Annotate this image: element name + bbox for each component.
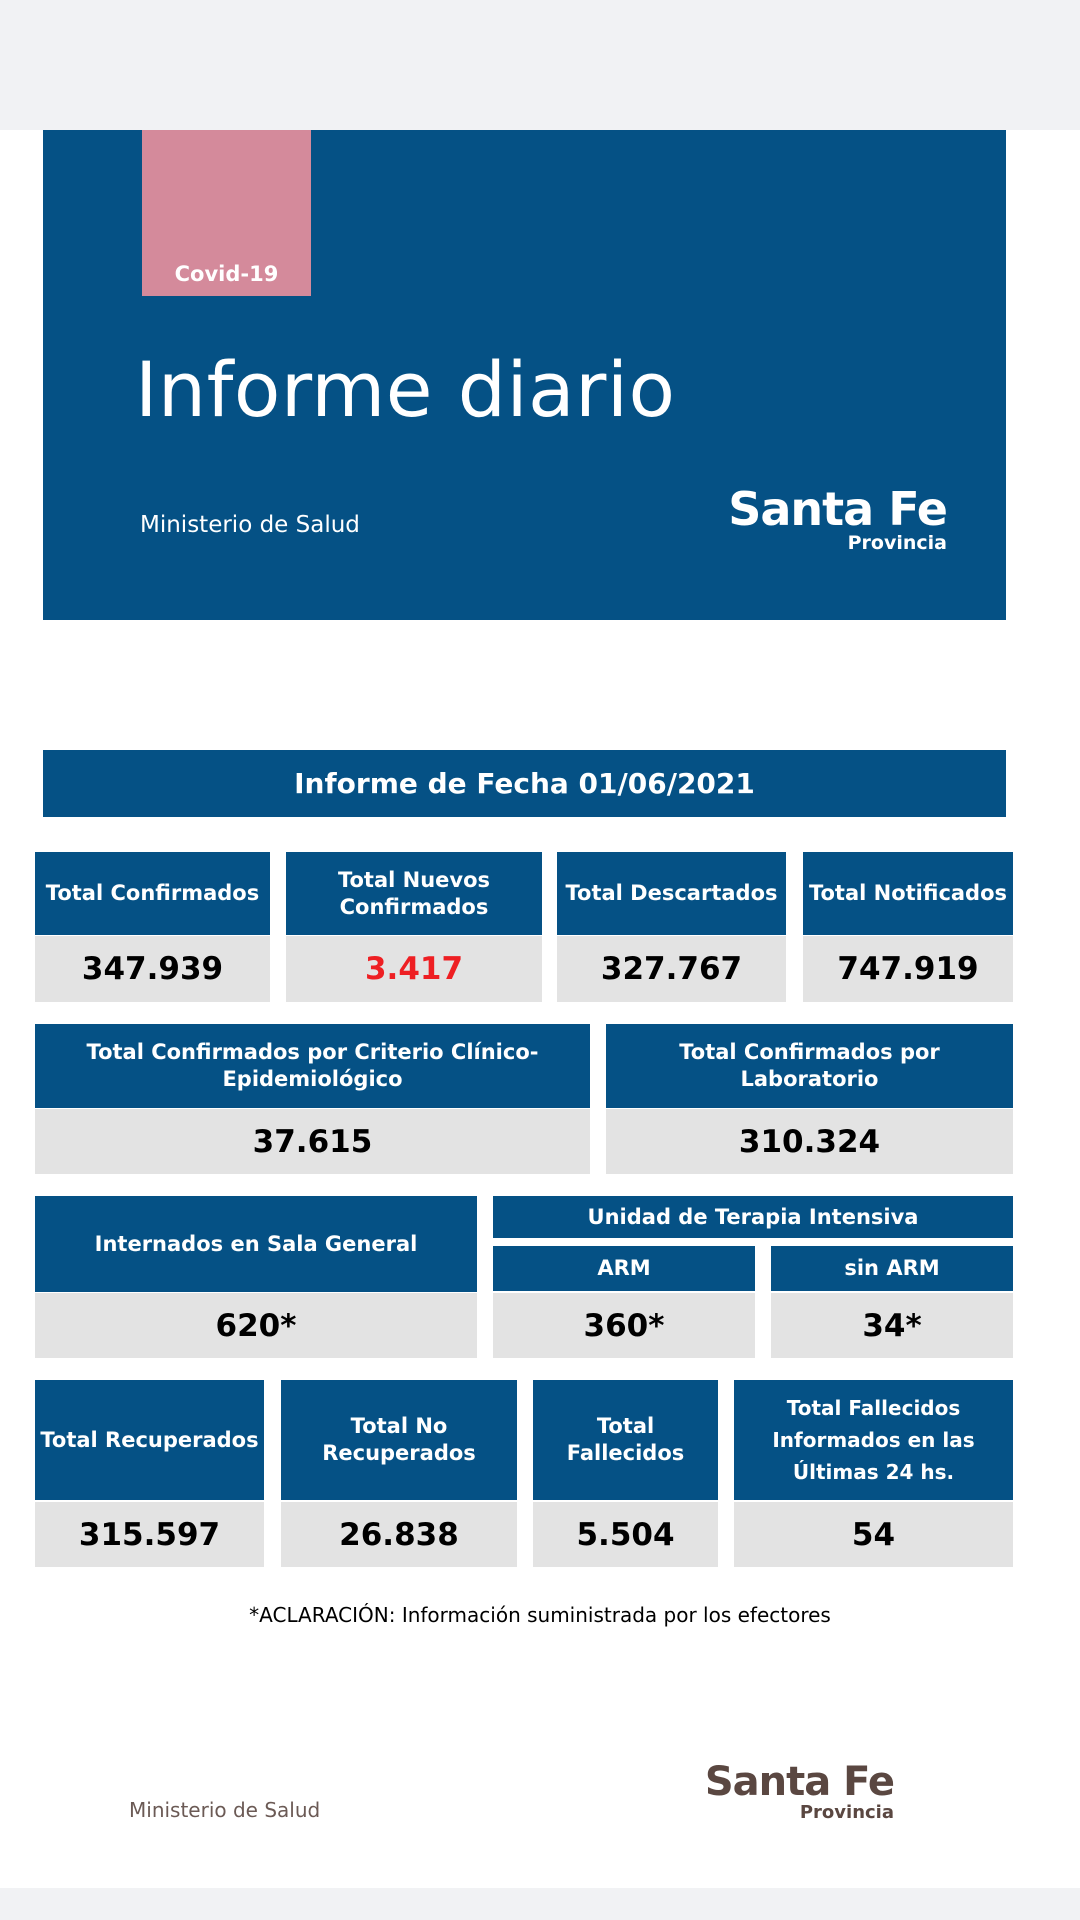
- logo-sub: Provincia: [799, 1802, 894, 1823]
- stat-value: 5.504: [533, 1502, 718, 1567]
- cover-ministry: Ministerio de Salud: [140, 512, 360, 538]
- stat-value: 37.615: [35, 1109, 590, 1174]
- logo-sub: Provincia: [847, 532, 947, 554]
- stat-uti-sin-arm: sin ARM 34*: [771, 1246, 1013, 1358]
- stat-fallecidos-ultimas-24hs: Total Fallecidos Informados en las Últim…: [734, 1380, 1013, 1567]
- stat-total-nuevos-confirmados: Total Nuevos Confirmados 3.417: [286, 852, 542, 1002]
- stat-value: 360*: [493, 1293, 755, 1358]
- stat-confirmados-laboratorio: Total Confirmados por Laboratorio 310.32…: [606, 1024, 1013, 1174]
- cover-title: Informe diario: [135, 345, 676, 434]
- stat-label: sin ARM: [771, 1246, 1013, 1291]
- stat-label: Total Confirmados por Laboratorio: [606, 1024, 1013, 1108]
- stat-label: ARM: [493, 1246, 755, 1291]
- stat-total-notificados: Total Notificados 747.919: [803, 852, 1013, 1002]
- stat-value: 26.838: [281, 1502, 517, 1567]
- stat-total-recuperados: Total Recuperados 315.597: [35, 1380, 264, 1567]
- stat-label: Total Fallecidos: [533, 1380, 718, 1500]
- stat-value: 747.919: [803, 936, 1013, 1002]
- covid-tag-label: Covid-19: [174, 262, 279, 286]
- santa-fe-logo: Santa Fe Provincia: [703, 482, 948, 555]
- stat-label: Total Nuevos Confirmados: [286, 852, 542, 935]
- covid-tag: Covid-19: [142, 130, 311, 296]
- stat-label: Total Fallecidos Informados en las Últim…: [734, 1380, 1013, 1500]
- cover-banner: Covid-19 Informe diario Ministerio de Sa…: [43, 130, 1006, 620]
- report-page: Covid-19 Informe diario Ministerio de Sa…: [0, 130, 1080, 1888]
- stat-value: 3.417: [286, 936, 542, 1002]
- stat-value: 310.324: [606, 1109, 1013, 1174]
- footer-ministry: Ministerio de Salud: [129, 1798, 321, 1822]
- stat-value: 54: [734, 1502, 1013, 1567]
- stat-value: 347.939: [35, 936, 270, 1002]
- stat-value: 315.597: [35, 1502, 264, 1567]
- stat-confirmados-clinico: Total Confirmados por Criterio Clínico-E…: [35, 1024, 590, 1174]
- stat-label: Total Confirmados por Criterio Clínico-E…: [35, 1024, 590, 1108]
- stat-label: Total Notificados: [803, 852, 1013, 935]
- footer-santa-fe-logo: Santa Fe Provincia: [676, 1759, 895, 1824]
- stat-label: Total Confirmados: [35, 852, 270, 935]
- stat-value: 620*: [35, 1293, 477, 1358]
- stat-label: Total No Recuperados: [281, 1380, 517, 1500]
- logo-main: Santa Fe: [704, 1759, 895, 1805]
- uti-header: Unidad de Terapia Intensiva: [493, 1196, 1013, 1238]
- stat-value: 327.767: [557, 936, 786, 1002]
- report-date-bar: Informe de Fecha 01/06/2021: [43, 750, 1006, 817]
- stat-label: Internados en Sala General: [35, 1196, 477, 1292]
- stat-internados-sala-general: Internados en Sala General 620*: [35, 1196, 477, 1358]
- stat-total-no-recuperados: Total No Recuperados 26.838: [281, 1380, 517, 1567]
- stat-total-fallecidos: Total Fallecidos 5.504: [533, 1380, 718, 1567]
- stat-total-descartados: Total Descartados 327.767: [557, 852, 786, 1002]
- stat-label: Total Descartados: [557, 852, 786, 935]
- clarification-note: *ACLARACIÓN: Información suministrada po…: [249, 1603, 831, 1627]
- stat-uti-arm: ARM 360*: [493, 1246, 755, 1358]
- stat-total-confirmados: Total Confirmados 347.939: [35, 852, 270, 1002]
- logo-main: Santa Fe: [728, 482, 948, 536]
- stat-value: 34*: [771, 1293, 1013, 1358]
- stat-label: Total Recuperados: [35, 1380, 264, 1500]
